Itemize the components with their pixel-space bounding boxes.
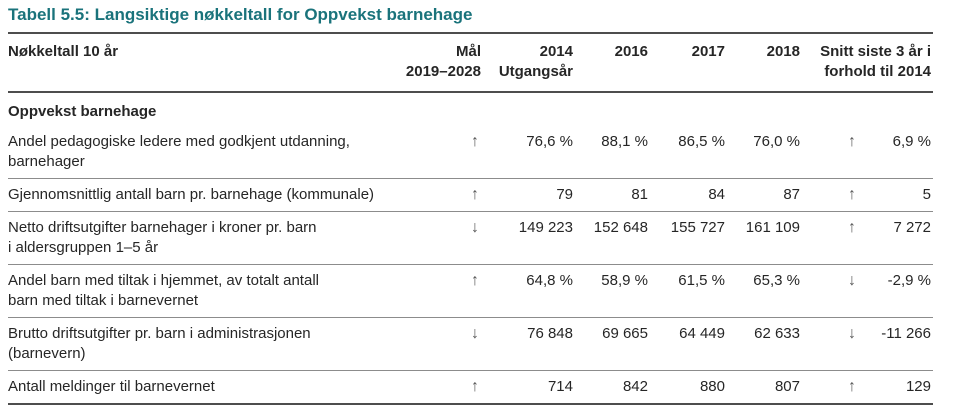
value-2017: 61,5 % [678, 272, 725, 289]
row-label: Andel pedagogiske ledere med godkjent ut… [8, 133, 350, 170]
header-nokkeltall: Nøkkeltall 10 år [8, 43, 119, 60]
table-row: Netto driftsutgifter barnehager i kroner… [8, 211, 933, 264]
value-2017: 84 [708, 186, 725, 203]
header-2018: 2018 [766, 43, 800, 60]
row-label: Andel barn med tiltak i hjemmet, av tota… [8, 272, 319, 309]
goal-direction-arrow: ↑ [471, 378, 479, 395]
table-section-row: Oppvekst barnehage [8, 93, 933, 126]
row-label: Gjennomsnittlig antall barn pr. barnehag… [8, 186, 375, 203]
value-2014: 714 [547, 378, 573, 395]
value-2018: 76,0 % [753, 133, 800, 150]
value-2017: 86,5 % [678, 133, 725, 150]
value-2018: 807 [774, 378, 800, 395]
header-2016: 2016 [614, 43, 648, 60]
table-title: Tabell 5.5: Langsiktige nøkkeltall for O… [8, 5, 473, 24]
value-2016: 81 [631, 186, 648, 203]
trend-direction-arrow: ↑ [848, 378, 856, 395]
value-2016: 58,9 % [601, 272, 648, 289]
value-2018: 62 633 [754, 325, 800, 342]
goal-direction-arrow: ↑ [471, 133, 479, 150]
table-row: Andel barn med tiltak i hjemmet, av tota… [8, 264, 933, 317]
value-diff: -2,9 % [887, 272, 931, 289]
table-row: Brutto driftsutgifter pr. barn i adminis… [8, 317, 933, 370]
value-2014: 79 [556, 186, 573, 203]
header-snitt: Snitt siste 3 år i forhold til 2014 [820, 43, 931, 80]
value-2017: 880 [699, 378, 725, 395]
header-2014: 2014 Utgangsår [498, 43, 573, 80]
value-2014: 64,8 % [526, 272, 573, 289]
value-2018: 161 109 [745, 219, 800, 236]
section-label: Oppvekst barnehage [8, 103, 157, 120]
header-2017: 2017 [691, 43, 725, 60]
trend-direction-arrow: ↑ [848, 219, 856, 236]
key-figures-table: Nøkkeltall 10 år Mål 2019–2028 2014 Utga… [8, 32, 933, 405]
table-header-row: Nøkkeltall 10 år Mål 2019–2028 2014 Utga… [8, 34, 933, 93]
value-diff: 7 272 [893, 219, 931, 236]
trend-direction-arrow: ↑ [848, 186, 856, 203]
goal-direction-arrow: ↑ [471, 272, 479, 289]
value-2014: 149 223 [518, 219, 573, 236]
value-2018: 87 [783, 186, 800, 203]
value-diff: 6,9 % [892, 133, 931, 150]
value-2016: 152 648 [593, 219, 648, 236]
value-2016: 69 665 [602, 325, 648, 342]
table-row: Antall meldinger til barnevernet ↑ 714 8… [8, 370, 933, 403]
trend-direction-arrow: ↑ [848, 133, 856, 150]
value-2018: 65,3 % [753, 272, 800, 289]
value-2014: 76,6 % [526, 133, 573, 150]
row-label: Brutto driftsutgifter pr. barn i adminis… [8, 325, 311, 362]
goal-direction-arrow: ↓ [471, 325, 479, 342]
goal-direction-arrow: ↑ [471, 186, 479, 203]
value-diff: 129 [905, 378, 931, 395]
value-2016: 88,1 % [601, 133, 648, 150]
table-row: Gjennomsnittlig antall barn pr. barnehag… [8, 178, 933, 211]
value-2014: 76 848 [527, 325, 573, 342]
trend-direction-arrow: ↓ [848, 325, 856, 342]
header-goal: Mål 2019–2028 [405, 43, 481, 80]
value-diff: 5 [922, 186, 931, 203]
row-label: Netto driftsutgifter barnehager i kroner… [8, 219, 317, 256]
goal-direction-arrow: ↓ [471, 219, 479, 236]
value-diff: -11 266 [881, 325, 931, 342]
trend-direction-arrow: ↓ [848, 272, 856, 289]
table-row: Andel pedagogiske ledere med godkjent ut… [8, 126, 933, 178]
value-2017: 155 727 [670, 219, 725, 236]
value-2016: 842 [622, 378, 648, 395]
row-label: Antall meldinger til barnevernet [8, 378, 215, 395]
value-2017: 64 449 [679, 325, 725, 342]
